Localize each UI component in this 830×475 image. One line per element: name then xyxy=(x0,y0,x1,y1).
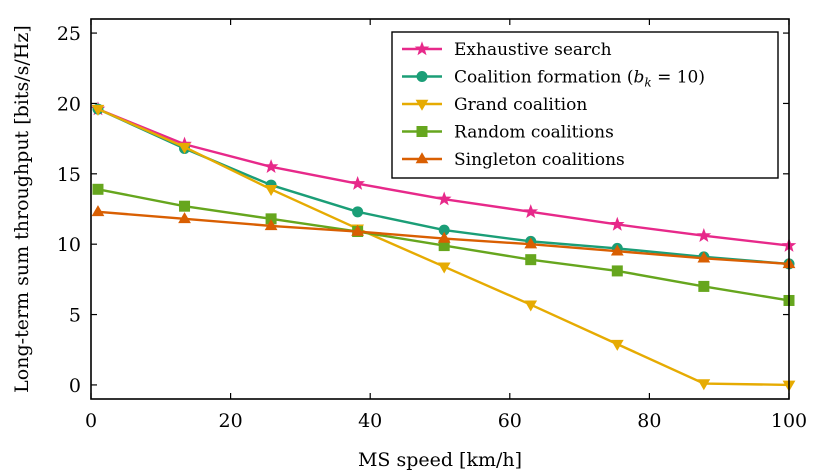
legend-math-rest: = 10) xyxy=(652,68,705,88)
legend-label: Random coalitions xyxy=(454,123,614,143)
point-triangle-up xyxy=(178,212,191,224)
point-triangle-down xyxy=(610,339,624,351)
y-tick-label: 25 xyxy=(57,23,81,45)
legend-label: Grand coalition xyxy=(454,95,587,115)
point-square xyxy=(698,280,710,292)
y-tick-label: 20 xyxy=(57,93,81,115)
point-square xyxy=(611,265,623,277)
point-triangle-up xyxy=(351,224,365,236)
point-star xyxy=(696,228,712,242)
point-triangle-down xyxy=(437,262,451,274)
x-tick-label: 100 xyxy=(771,410,807,432)
legend-entry: Grand coalition xyxy=(402,95,587,115)
point-star xyxy=(436,191,452,206)
legend-math-sub: k xyxy=(644,76,651,90)
point-triangle-up xyxy=(697,251,711,263)
x-tick-label: 20 xyxy=(219,410,243,432)
point-triangle-up xyxy=(524,237,538,249)
series-triangle-down xyxy=(91,104,796,392)
point-star xyxy=(523,204,539,219)
point-square xyxy=(416,126,428,137)
legend-label: Singleton coalitions xyxy=(454,150,625,170)
y-tick-label: 0 xyxy=(69,375,81,397)
point-triangle-up xyxy=(91,205,105,217)
y-tick-label: 10 xyxy=(57,234,81,256)
legend-entry: Exhaustive search xyxy=(402,40,612,60)
point-triangle-down xyxy=(178,142,191,154)
x-tick-label: 60 xyxy=(498,410,522,432)
legend-label: Coalition formation (bk = 10) xyxy=(454,68,705,90)
point-triangle-down xyxy=(524,300,538,312)
point-square xyxy=(92,183,104,195)
plot-area xyxy=(90,18,790,400)
point-circle xyxy=(416,71,428,82)
point-triangle-up xyxy=(437,231,451,243)
legend: Exhaustive search Coalition formation (bk… xyxy=(391,31,779,179)
point-star xyxy=(350,175,365,190)
point-triangle-down xyxy=(264,185,278,197)
point-star xyxy=(263,159,279,173)
legend-label: Exhaustive search xyxy=(454,40,612,60)
point-star xyxy=(609,216,625,231)
point-triangle-up xyxy=(415,152,429,164)
x-tick-label: 40 xyxy=(358,410,382,432)
x-tick-label: 80 xyxy=(637,410,661,432)
legend-entry: Singleton coalitions xyxy=(402,150,625,170)
x-axis-label: MS speed [km/h] xyxy=(358,449,522,471)
point-triangle-up xyxy=(610,244,624,256)
point-triangle-up xyxy=(264,219,278,231)
y-tick-label: 15 xyxy=(57,164,81,186)
point-triangle-down xyxy=(697,379,711,391)
point-triangle-down xyxy=(91,104,105,116)
point-star xyxy=(414,41,430,56)
series-group xyxy=(90,101,797,392)
legend-entry: Random coalitions xyxy=(402,123,614,143)
legend-entry: Coalition formation (bk = 10) xyxy=(402,68,705,90)
point-triangle-down xyxy=(415,99,429,111)
y-axis-label: Long-term sum throughput [bits/s/Hz] xyxy=(11,25,33,393)
series-triangle-up xyxy=(91,205,796,269)
legend-box xyxy=(391,31,779,179)
legend-math-var: b xyxy=(634,68,645,88)
point-circle xyxy=(352,206,364,218)
axis-ticks: 0 20 40 60 80 100 0 5 10 15 20 25 xyxy=(57,19,807,432)
x-tick-label: 0 xyxy=(85,410,97,432)
y-tick-label: 5 xyxy=(69,305,81,327)
point-square xyxy=(179,200,191,212)
point-square xyxy=(525,254,537,266)
